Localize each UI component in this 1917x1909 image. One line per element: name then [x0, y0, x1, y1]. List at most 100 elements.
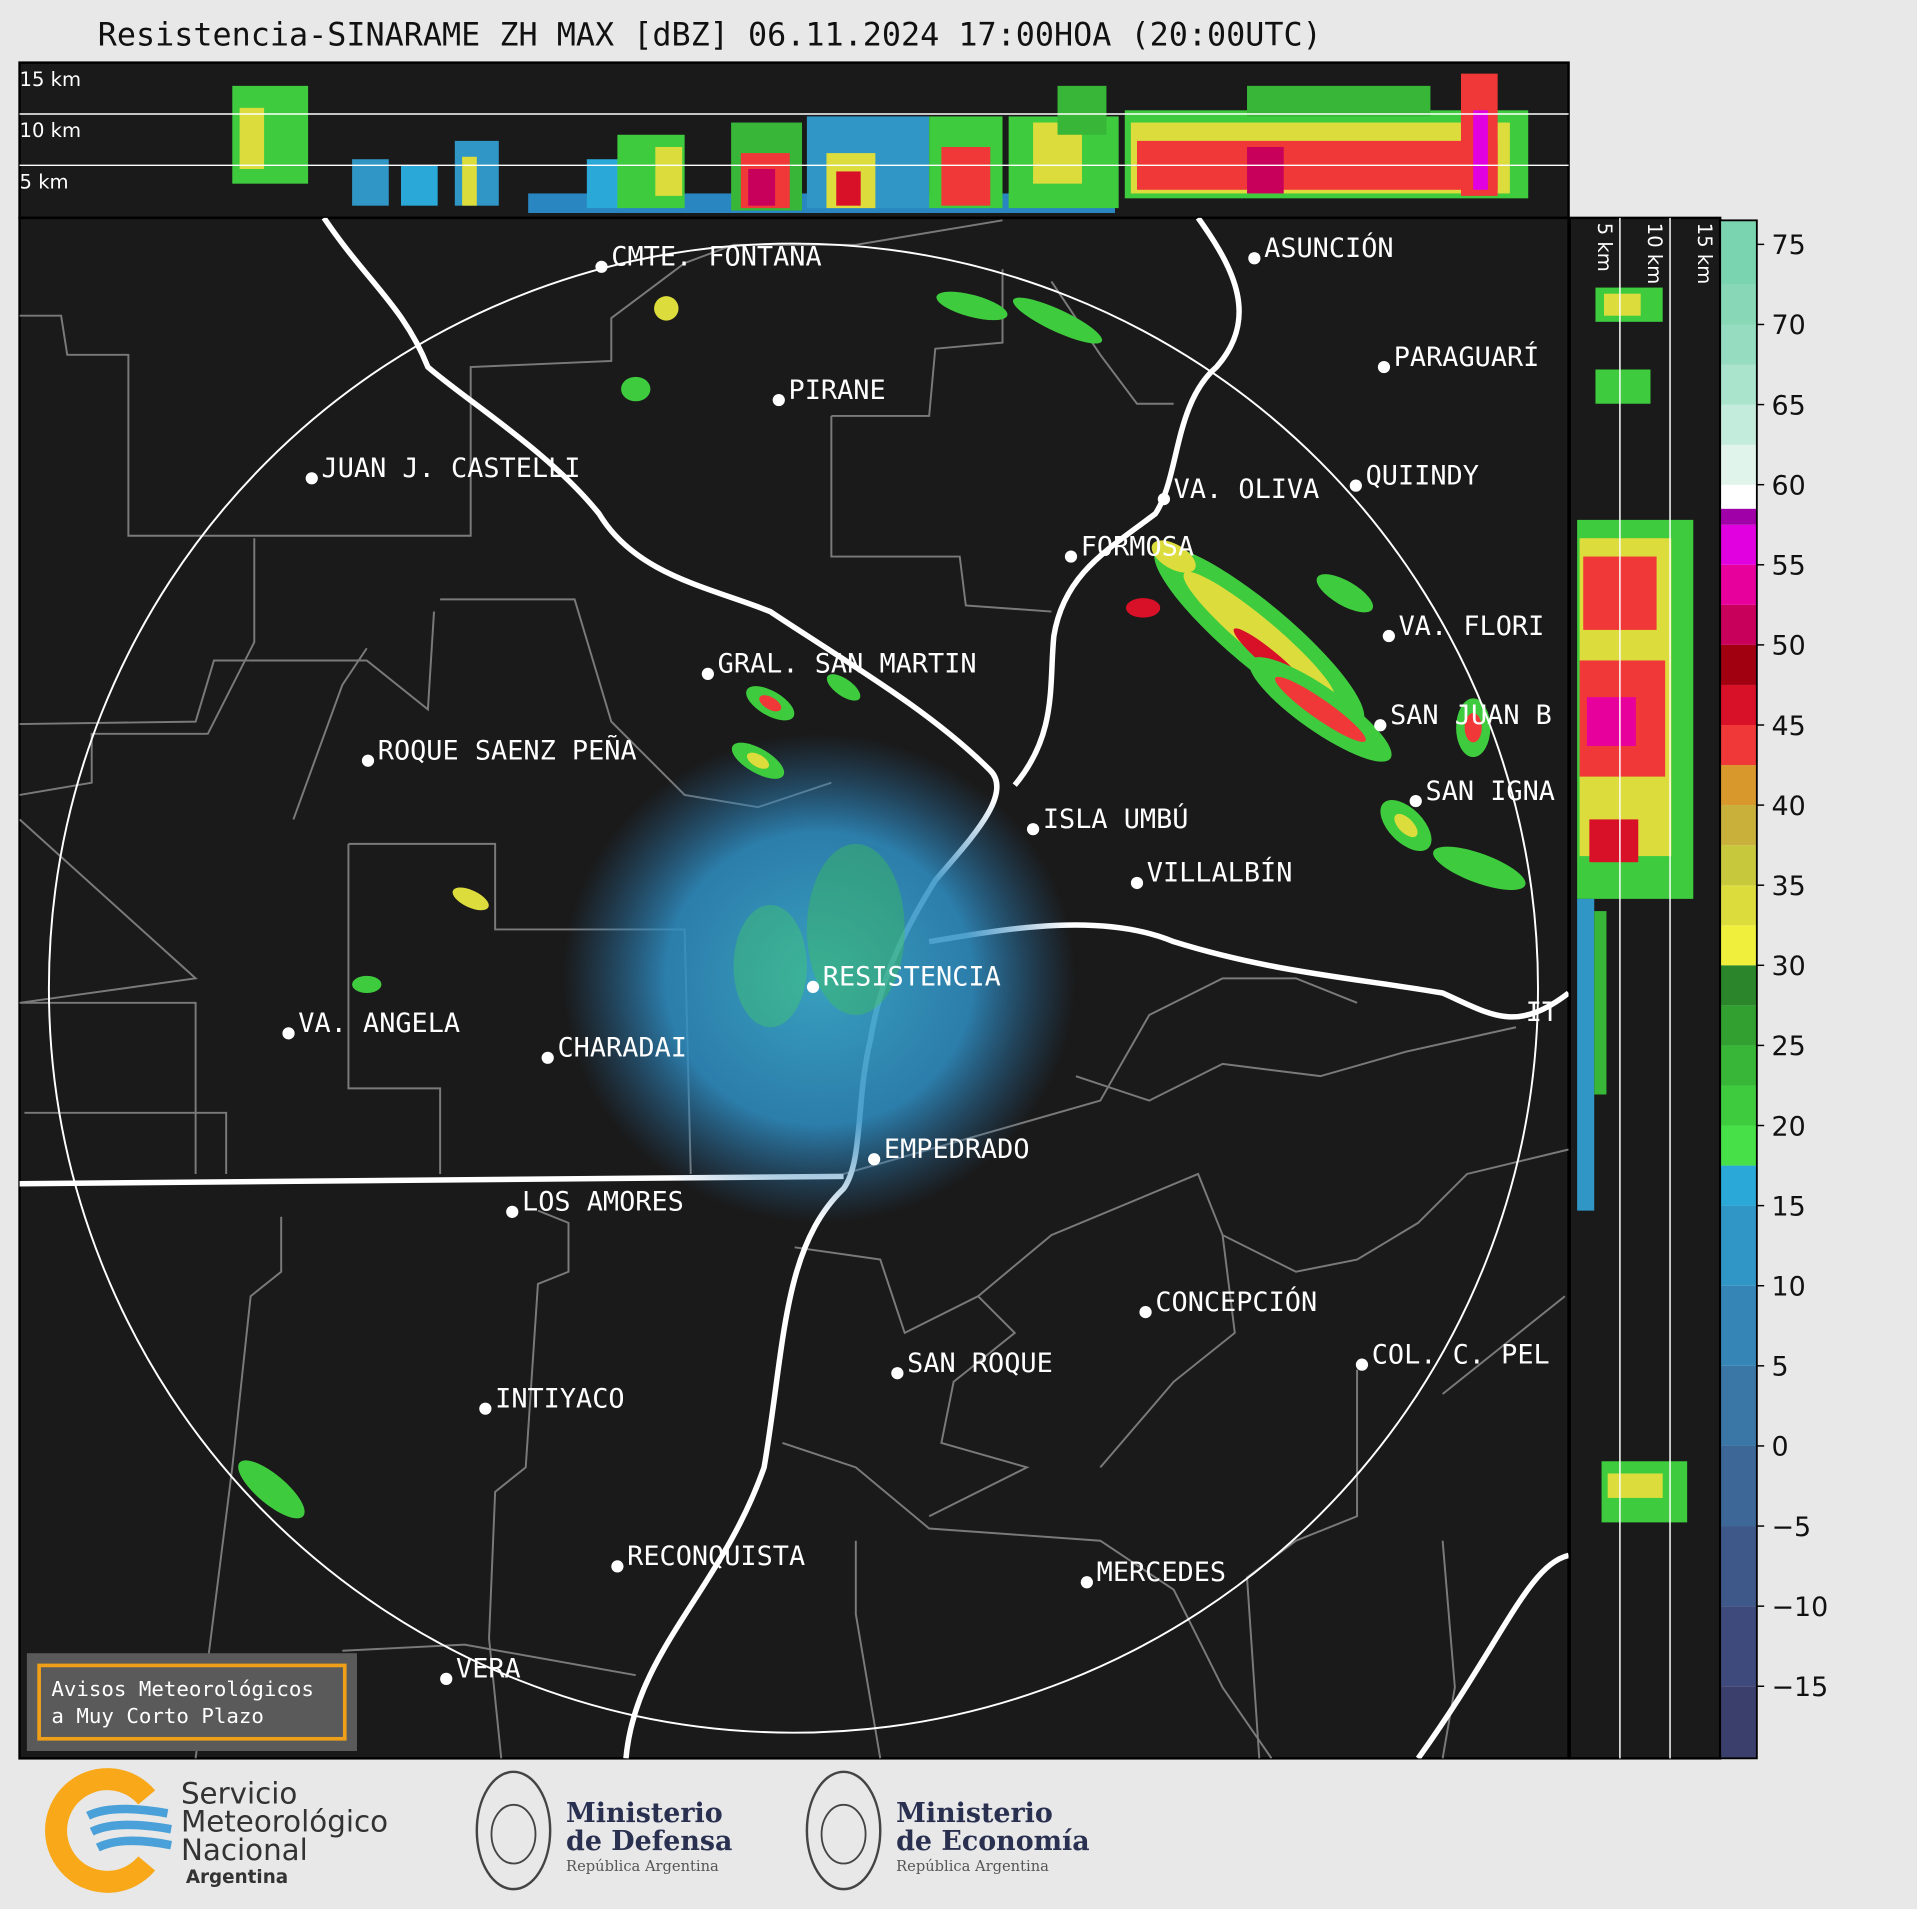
colorbar-tick-label: 30 [1772, 951, 1806, 982]
logo-text: de Economía [896, 1826, 1090, 1857]
city-label: FORMOSA [1081, 531, 1194, 562]
logo-text: Ministerio [566, 1798, 723, 1829]
colorbar-band [1720, 845, 1757, 886]
city-dot [891, 1367, 904, 1380]
city-dot [1409, 794, 1422, 808]
city-label: CHARADAI [557, 1033, 686, 1064]
city-label: LOS AMORES [522, 1187, 684, 1218]
colorbar-frame [1719, 219, 1758, 1760]
city-label: VA. OLIVA [1174, 474, 1320, 505]
colorbar-band [1720, 805, 1757, 846]
colorbar-band [1720, 1085, 1757, 1126]
colorbar-band [1720, 364, 1757, 405]
colorbar-tick-label: 40 [1772, 791, 1806, 822]
city-dot [361, 754, 375, 767]
city-dot [541, 1051, 554, 1064]
colorbar-band [1720, 1686, 1757, 1759]
city-dot [1026, 823, 1040, 836]
height-label: 10 km [1643, 223, 1666, 284]
city-dot [479, 1402, 492, 1415]
colorbar-band [1720, 1445, 1757, 1527]
colorbar-tick-label: 45 [1772, 711, 1806, 742]
city-dot [506, 1205, 519, 1218]
city-dot [1157, 492, 1171, 506]
city-dot [305, 472, 318, 485]
colorbar-band [1720, 765, 1757, 806]
logo-text: Meteorológico [181, 1805, 388, 1839]
colorbar-tick-label: 55 [1772, 551, 1806, 582]
logo-subtitle: República Argentina [896, 1858, 1049, 1875]
city-dot [1349, 479, 1362, 492]
colorbar-band [1720, 564, 1757, 605]
city-label: SAN JUAN B [1390, 700, 1552, 731]
notice-line: Avisos Meteorológicos [51, 1677, 314, 1701]
colorbar-band [1720, 724, 1757, 766]
city-dot [1080, 1576, 1093, 1589]
colorbar-band [1720, 885, 1757, 926]
city-dot [595, 260, 608, 273]
colorbar-tick-label: 50 [1772, 631, 1806, 662]
colorbar-band [1720, 484, 1757, 509]
colorbar-tick-label: 75 [1772, 230, 1806, 261]
borders [19, 219, 1569, 1759]
colorbar-band [1720, 1005, 1757, 1046]
colorbar: −15 −10 −5 0 5 10 15 20 25 30 35 40 45 50 55 60 65 70 75 [1719, 219, 1828, 1760]
city-label: SAN IGNA [1426, 776, 1555, 807]
cities: CMTE. FONTANA PIRANE JUAN J. CASTELLI ASUNC… [282, 232, 1558, 1685]
city-label: VILLALBÍN [1147, 857, 1293, 889]
logo-text: Servicio [181, 1777, 297, 1811]
colorbar-band [1720, 1165, 1757, 1206]
colorbar-band [1720, 1365, 1757, 1446]
city-label: VERA [456, 1654, 521, 1685]
colorbar-band [1720, 925, 1757, 966]
height-label: 15 km [20, 68, 81, 91]
colorbar-band [1720, 524, 1757, 565]
city-label: SAN ROQUE [907, 1348, 1053, 1379]
range-ring [47, 242, 1539, 1734]
map: CMTE. FONTANA PIRANE JUAN J. CASTELLI ASUNC… [18, 216, 1570, 1760]
city-dot [1130, 876, 1144, 890]
colorbar-band [1720, 684, 1757, 725]
colorbar-band [1720, 508, 1757, 525]
city-dot [440, 1672, 453, 1685]
colorbar-band [1720, 444, 1757, 485]
city-label: CONCEPCIÓN [1155, 1286, 1317, 1318]
city-dot [868, 1153, 881, 1166]
city-dot [1377, 360, 1391, 374]
logo-subtitle: Argentina [186, 1867, 288, 1888]
city-label: CMTE. FONTANA [611, 242, 821, 273]
colorbar-tick-label: −5 [1772, 1512, 1812, 1543]
city-dot [282, 1027, 295, 1040]
colorbar-band [1720, 324, 1757, 365]
colorbar-tick-label: 35 [1772, 871, 1806, 902]
colorbar-band [1720, 284, 1757, 325]
city-label: IT [1526, 997, 1558, 1028]
city-dot [806, 980, 820, 994]
city-dot [772, 393, 785, 407]
city-label: VA. ANGELA [298, 1008, 460, 1039]
notice-line: a Muy Corto Plazo [51, 1704, 264, 1728]
city-dot [611, 1560, 624, 1573]
city-label: GRAL. SAN MARTIN [718, 649, 977, 680]
city-label: RECONQUISTA [627, 1541, 805, 1572]
colorbar-tick-label: 5 [1772, 1352, 1789, 1383]
city-label: ROQUE SAENZ PEÑA [378, 734, 637, 766]
logos: Servicio Meteorológico Nacional Argentin… [45, 1768, 1090, 1893]
notice-box: Avisos Meteorológicos a Muy Corto Plazo [26, 1653, 357, 1752]
city-label: ISLA UMBÚ [1043, 803, 1189, 835]
right-cross-section [1568, 216, 1722, 1760]
city-label: JUAN J. CASTELLI [322, 453, 581, 484]
colorbar-band [1720, 1606, 1757, 1687]
city-dot [1382, 629, 1395, 643]
colorbar-band [1720, 1045, 1757, 1086]
logo-text: Nacional [181, 1833, 308, 1867]
height-label: 15 km [1693, 223, 1716, 284]
city-label: VA. FLORI [1399, 611, 1545, 642]
colorbar-band [1720, 1285, 1757, 1366]
city-dot [1139, 1305, 1152, 1319]
colorbar-tick-label: 15 [1772, 1191, 1806, 1222]
height-label: 10 km [20, 119, 81, 142]
colorbar-band [1720, 644, 1757, 685]
